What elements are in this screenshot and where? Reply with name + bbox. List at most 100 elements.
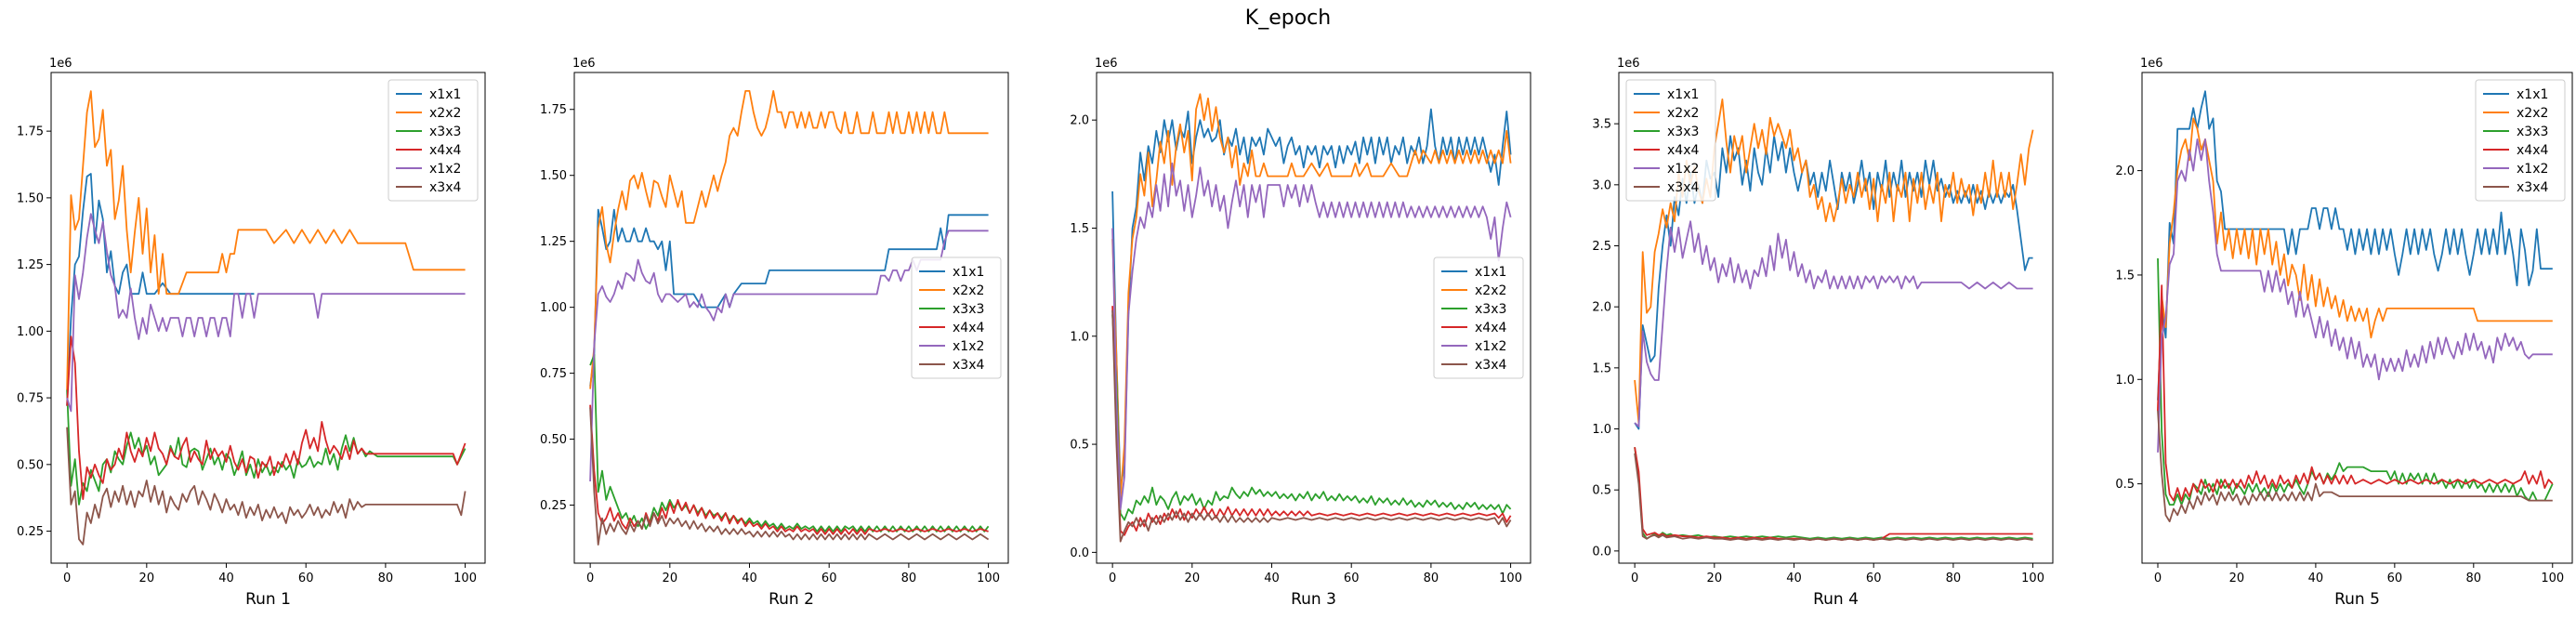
series-line-x4x4 [2157,284,2554,502]
y-tick-label: 1.00 [540,301,567,315]
axes-frame [1096,72,1531,564]
legend-label-x4x4: x4x4 [2517,143,2548,158]
x-tick-label: 60 [298,572,314,585]
x-tick-label: 80 [1424,572,1439,585]
figure-title: K_epoch [1245,7,1331,30]
x-tick-label: 80 [2466,572,2482,585]
legend-label-x3x4: x3x4 [2517,180,2548,195]
series-lines [2157,90,2554,522]
y-tick-label: 0.50 [17,458,44,472]
x-tick-label: 0 [1109,572,1116,585]
series-line-x1x2 [2157,138,2553,453]
legend-label-x2x2: x2x2 [1475,283,1506,298]
x-tick-label: 100 [1499,572,1522,585]
x-tick-label: 20 [2229,572,2245,585]
legend-label-x4x4: x4x4 [1667,143,1699,158]
series-line-x3x4 [589,407,990,546]
x-tick-label: 40 [218,572,234,585]
axes-frame [2141,72,2573,564]
series-line-x3x4 [1634,453,2033,541]
x-axis-label: Run 3 [1291,590,1336,609]
series-line-x3x4 [66,427,467,546]
series-line-x4x4 [1111,306,1512,536]
series-line-x4x4 [66,335,467,500]
y-tick-label: 1.5 [1070,222,1089,236]
subplot-2: 0 20 40 60 80 100 0.25 0.50 0.75 1.00 1.25 1.50 1.75… [540,57,1009,609]
legend-label-x2x2: x2x2 [2517,106,2548,121]
series-line-x2x2 [66,90,466,390]
series-line-x3x4 [1111,309,1512,543]
x-tick-label: 40 [1786,572,1802,585]
legend-label-x1x1: x1x1 [1475,265,1506,280]
y-tick-label: 1.00 [17,325,44,339]
x-tick-label: 100 [2021,572,2044,585]
legend-label-x1x2: x1x2 [2517,162,2548,177]
y-tick-label: 0.25 [17,525,44,539]
legend-label-x1x1: x1x1 [953,265,984,280]
y-offset-text: 1e6 [2140,57,2163,71]
legend-label-x1x2: x1x2 [1475,339,1506,354]
legend-label-x4x4: x4x4 [1475,321,1506,335]
y-tick-label: 3.0 [1592,178,1611,192]
x-tick-label: 60 [821,572,837,585]
subplot-1: 0 20 40 60 80 100 0.25 0.50 0.75 1.00 1.25 1.50 1.75… [17,57,486,609]
y-tick-label: 0.75 [540,367,567,381]
y-tick-label: 0.5 [2115,478,2135,492]
legend-label-x1x1: x1x1 [429,87,461,102]
x-tick-label: 40 [1264,572,1280,585]
series-line-x1x2 [589,230,989,482]
y-tick-label: 1.50 [17,191,44,205]
y-tick-label: 3.5 [1592,118,1611,132]
x-tick-label: 40 [742,572,757,585]
y-tick-label: 0.0 [1070,546,1089,560]
legend-label-x3x4: x3x4 [429,180,461,195]
y-offset-text: 1e6 [1617,57,1640,71]
y-tick-label: 0.5 [1070,439,1089,453]
x-tick-label: 0 [63,572,71,585]
series-line-x2x2 [2157,117,2553,412]
y-tick-label: 1.50 [540,169,567,183]
legend-label-x3x3: x3x3 [1667,125,1699,139]
legend-box [1433,256,1524,379]
series-line-x3x3 [1634,447,2033,540]
series-line-x1x2 [66,213,466,413]
series-lines [1111,93,1512,543]
y-tick-label: 1.25 [17,258,44,272]
series-line-x3x3 [1111,314,1512,521]
y-offset-text: 1e6 [49,57,72,71]
x-tick-label: 60 [1866,572,1882,585]
x-tick-label: 100 [977,572,1000,585]
legend-label-x1x1: x1x1 [1667,87,1699,102]
legend-label-x3x3: x3x3 [953,302,984,317]
x-tick-label: 20 [139,572,155,585]
series-line-x1x1 [2157,90,2553,401]
x-tick-label: 80 [378,572,394,585]
series-line-x1x1 [66,173,255,406]
x-axis-label: Run 4 [1813,590,1859,609]
x-axis-label: Run 2 [769,590,814,609]
y-offset-text: 1e6 [1095,57,1118,71]
x-tick-label: 0 [1631,572,1638,585]
legend-label-x3x4: x3x4 [953,358,984,373]
x-axis-label: Run 1 [245,590,291,609]
y-tick-label: 1.5 [2115,269,2135,283]
legend: x1x1 x2x2 x3x3 x4x4 x1x2 x3x4 [1625,79,1716,202]
legend-label-x1x1: x1x1 [2517,87,2548,102]
series-line-x4x4 [589,404,989,535]
legend-label-x3x4: x3x4 [1475,358,1506,373]
series-line-x1x2 [1111,162,1512,510]
legend-label-x1x2: x1x2 [429,162,461,177]
series-line-x2x2 [1111,93,1512,500]
y-tick-label: 1.0 [2115,374,2135,388]
legend-box [2475,79,2566,202]
legend: x1x1 x2x2 x3x3 x4x4 x1x2 x3x4 [911,256,1002,379]
legend-label-x1x2: x1x2 [1667,162,1699,177]
x-tick-label: 20 [663,572,678,585]
y-tick-label: 0.0 [1592,545,1611,559]
subplots-container: 0 20 40 60 80 1000.250.500.751.001.251.501.75… [17,57,2573,609]
legend: x1x1 x2x2 x3x3 x4x4 x1x2 x3x4 [388,79,479,202]
x-tick-label: 0 [586,572,594,585]
x-tick-label: 0 [2154,572,2162,585]
axes-frame [50,72,486,564]
y-tick-label: 2.0 [1592,301,1611,315]
